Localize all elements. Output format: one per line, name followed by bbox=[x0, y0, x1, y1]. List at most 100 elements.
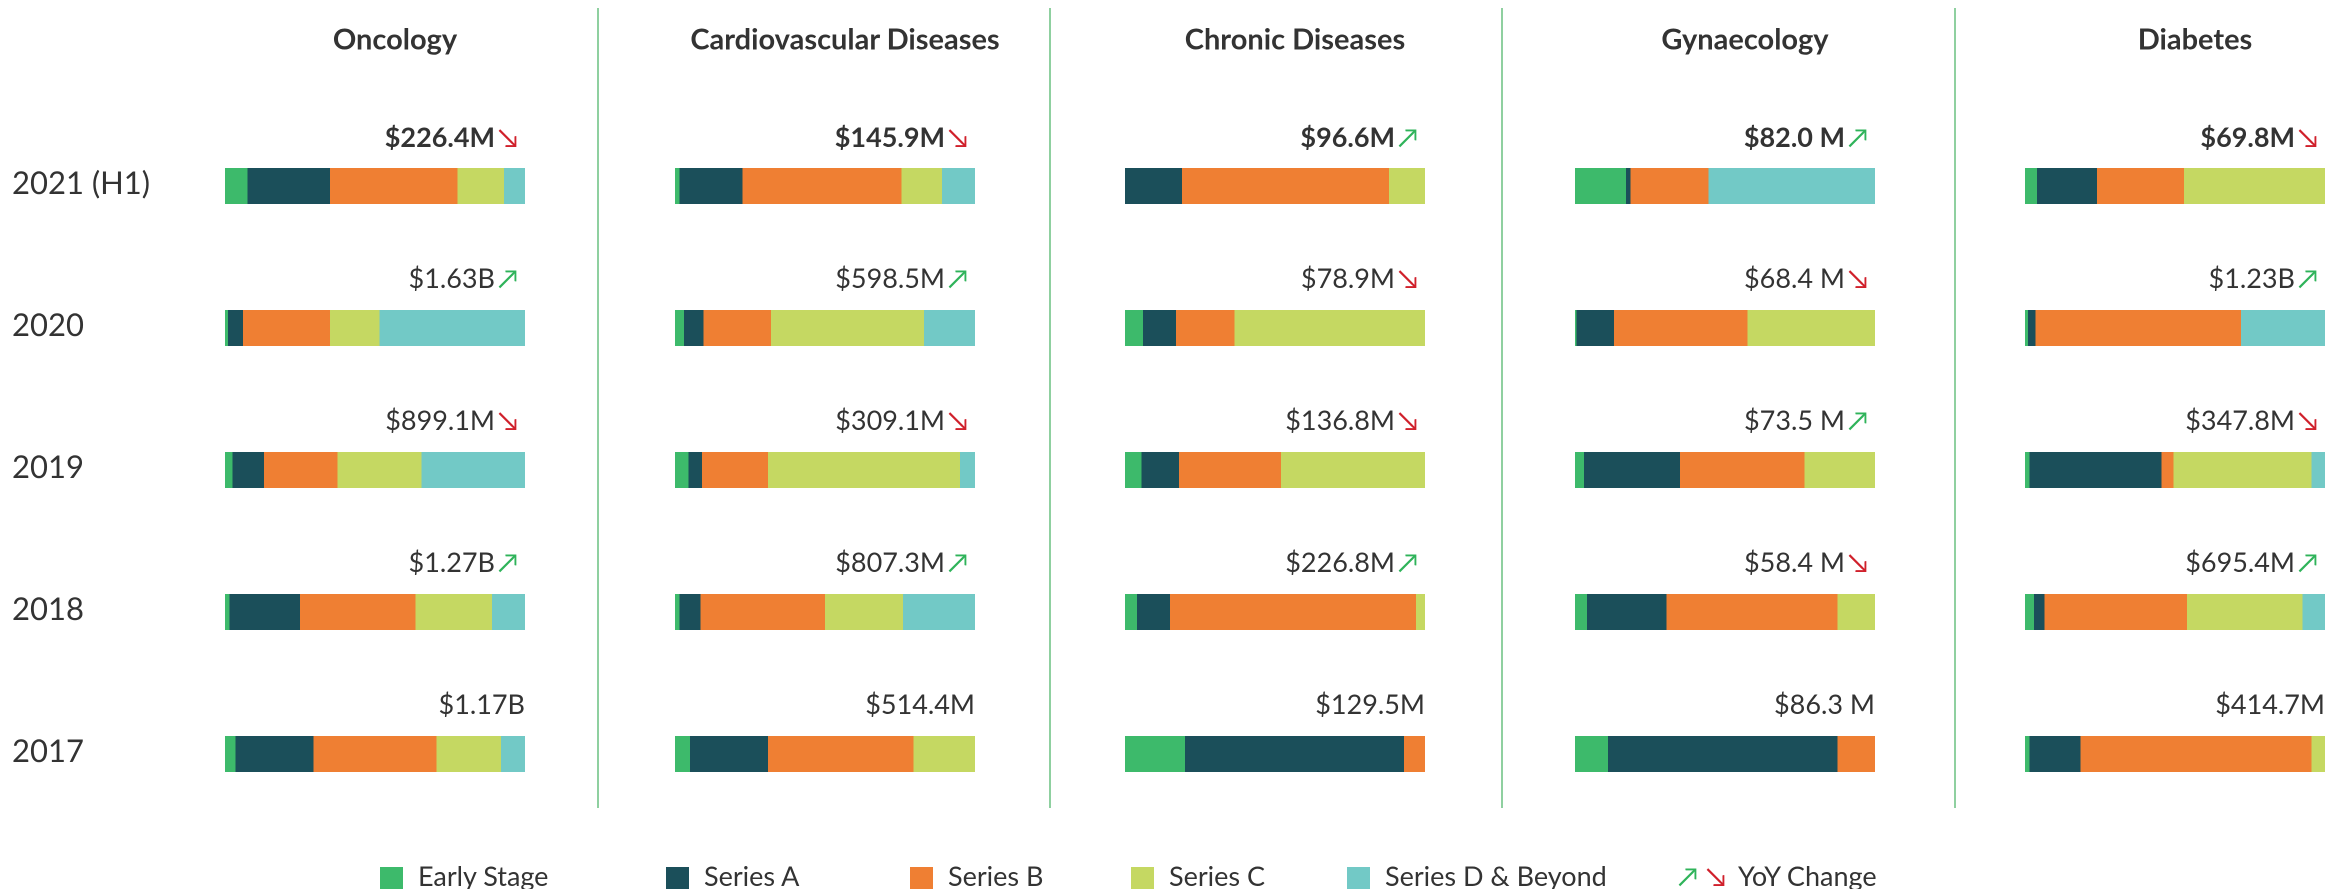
total-label: $226.4M bbox=[385, 120, 495, 153]
bar-segment bbox=[901, 168, 942, 204]
panel-title: Chronic Diseases bbox=[1185, 21, 1405, 56]
legend-label: YoY Change bbox=[1738, 859, 1877, 889]
total-label: $695.4M bbox=[2185, 545, 2295, 578]
bar-segment bbox=[1666, 594, 1838, 630]
year-label: 2019 bbox=[12, 447, 84, 485]
bar-segment bbox=[675, 310, 684, 346]
bar-segment bbox=[2302, 594, 2325, 630]
bar-segment bbox=[1179, 452, 1281, 488]
bar-segment bbox=[675, 452, 689, 488]
year-label: 2017 bbox=[12, 731, 84, 769]
yoy-arrow: ↗ bbox=[2298, 261, 2318, 294]
total-label: $78.9M bbox=[1301, 261, 1395, 294]
legend-arrow: ↗ bbox=[1678, 859, 1698, 889]
bar-segment bbox=[225, 452, 233, 488]
bar-segment bbox=[688, 452, 702, 488]
bar-segment bbox=[2025, 310, 2028, 346]
yoy-arrow: ↗ bbox=[1398, 120, 1418, 153]
bar-segment bbox=[1182, 168, 1389, 204]
bar-segment bbox=[2187, 594, 2303, 630]
total-label: $414.7M bbox=[2215, 687, 2325, 720]
bar-segment bbox=[2028, 310, 2036, 346]
bar-segment bbox=[1614, 310, 1748, 346]
yoy-arrow: ↗ bbox=[948, 261, 968, 294]
yoy-arrow: ↗ bbox=[1848, 120, 1868, 153]
bar-segment bbox=[679, 594, 701, 630]
bar-segment bbox=[1416, 594, 1425, 630]
legend-swatch bbox=[910, 867, 933, 889]
bar-segment bbox=[1837, 594, 1875, 630]
bar-segment bbox=[457, 168, 504, 204]
yoy-arrow: ↘ bbox=[2298, 120, 2318, 153]
yoy-arrow: ↘ bbox=[498, 120, 518, 153]
bar-segment bbox=[2037, 168, 2097, 204]
total-label: $58.4 M bbox=[1744, 545, 1845, 578]
bar-segment bbox=[1170, 594, 1416, 630]
yoy-arrow: ↘ bbox=[948, 120, 968, 153]
bar-segment bbox=[703, 310, 771, 346]
bar-segment bbox=[337, 452, 422, 488]
legend-swatch bbox=[380, 867, 403, 889]
bar-segment bbox=[913, 736, 975, 772]
bar-segment bbox=[330, 310, 380, 346]
legend-label: Early Stage bbox=[418, 859, 548, 889]
bar-segment bbox=[1125, 736, 1185, 772]
bar-segment bbox=[2173, 452, 2312, 488]
legend-label: Series B bbox=[948, 859, 1043, 889]
bar-segment bbox=[228, 310, 243, 346]
bar-segment bbox=[1804, 452, 1875, 488]
total-label: $309.1M bbox=[835, 403, 945, 436]
year-label: 2018 bbox=[12, 589, 84, 627]
bar-segment bbox=[1837, 736, 1875, 772]
total-label: $129.5M bbox=[1315, 687, 1425, 720]
bar-segment bbox=[903, 594, 975, 630]
bar-segment bbox=[2311, 736, 2325, 772]
yoy-arrow: ↘ bbox=[1398, 403, 1418, 436]
bar-segment bbox=[1125, 168, 1182, 204]
yoy-arrow: ↘ bbox=[498, 403, 518, 436]
panel-title: Diabetes bbox=[2138, 21, 2253, 56]
panel-title: Cardiovascular Diseases bbox=[690, 21, 999, 56]
legend-label: Series C bbox=[1169, 859, 1265, 889]
bar-segment bbox=[1389, 168, 1425, 204]
bar-segment bbox=[2035, 310, 2241, 346]
year-label: 2021 (H1) bbox=[12, 163, 150, 201]
yoy-arrow: ↗ bbox=[1398, 545, 1418, 578]
bar-segment bbox=[492, 594, 525, 630]
bar-segment bbox=[700, 594, 825, 630]
total-label: $68.4 M bbox=[1744, 261, 1845, 294]
legend-swatch bbox=[1131, 867, 1154, 889]
bar-segment bbox=[504, 168, 525, 204]
bar-segment bbox=[225, 310, 228, 346]
bar-segment bbox=[1575, 168, 1626, 204]
yoy-arrow: ↗ bbox=[2298, 545, 2318, 578]
bar-segment bbox=[379, 310, 525, 346]
bar-segment bbox=[675, 736, 690, 772]
legend-label: Series A bbox=[704, 859, 800, 889]
yoy-arrow: ↗ bbox=[498, 545, 518, 578]
bar-segment bbox=[1626, 168, 1631, 204]
yoy-arrow: ↗ bbox=[498, 261, 518, 294]
bar-segment bbox=[1576, 310, 1614, 346]
total-label: $1.17B bbox=[439, 687, 525, 720]
bar-segment bbox=[2311, 452, 2325, 488]
bar-segment bbox=[1575, 452, 1584, 488]
yoy-arrow: ↘ bbox=[1398, 261, 1418, 294]
bar-segment bbox=[1575, 594, 1587, 630]
total-label: $86.3 M bbox=[1774, 687, 1875, 720]
total-label: $598.5M bbox=[835, 261, 945, 294]
bar-segment bbox=[2097, 168, 2184, 204]
bar-segment bbox=[1281, 452, 1425, 488]
total-label: $136.8M bbox=[1285, 403, 1395, 436]
bar-segment bbox=[675, 594, 680, 630]
bar-segment bbox=[330, 168, 458, 204]
bar-segment bbox=[684, 310, 704, 346]
bar-segment bbox=[229, 594, 300, 630]
bar-segment bbox=[690, 736, 768, 772]
bar-segment bbox=[1137, 594, 1170, 630]
bar-segment bbox=[1608, 736, 1838, 772]
bar-segment bbox=[1680, 452, 1805, 488]
total-label: $82.0 M bbox=[1744, 120, 1845, 153]
bar-segment bbox=[1125, 310, 1143, 346]
